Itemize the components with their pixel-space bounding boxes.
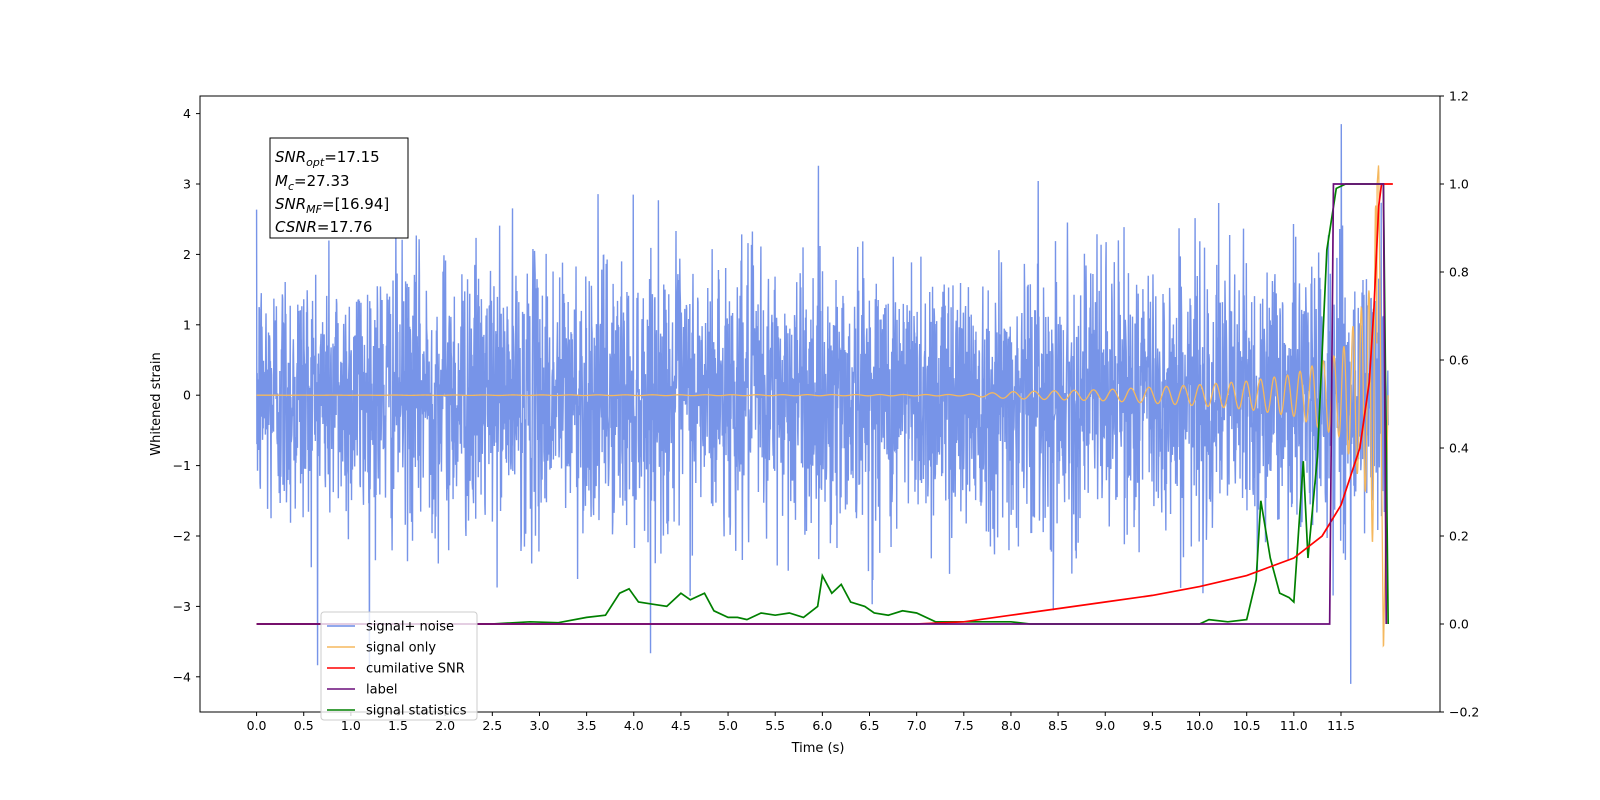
y-tick-label: −4	[173, 669, 191, 684]
x-tick-label: 11.5	[1327, 718, 1355, 733]
snr-opt-value: =17.15	[324, 148, 380, 166]
x-tick-label: 2.0	[435, 718, 455, 733]
legend-label: cumilative SNR	[366, 662, 465, 677]
x-tick-label: 1.5	[388, 718, 408, 733]
svg-text:SNRopt=17.15: SNRopt=17.15	[275, 148, 380, 169]
mc-value: =27.33	[294, 172, 350, 190]
y-tick-label: 4	[183, 106, 191, 121]
x-tick-label: 6.0	[812, 718, 832, 733]
snr-mf-value: =[16.94]	[322, 195, 389, 213]
x-axis-label: Time (s)	[791, 741, 845, 756]
x-tick-label: 8.0	[1001, 718, 1021, 733]
stats-annotation: SNRopt=17.15 Mc=27.33 SNRMF=[16.94] CSNR…	[269, 137, 409, 239]
x-tick-label: 8.5	[1048, 718, 1068, 733]
series-cumulative-snr-line	[256, 183, 1393, 625]
plot-frame	[199, 95, 1441, 713]
y2-tick-label: 0.0	[1449, 617, 1469, 632]
x-tick-label: 3.0	[530, 718, 550, 733]
x-tick-label: 0.0	[247, 718, 267, 733]
legend-label: signal only	[366, 641, 436, 656]
series-signal-statistics-line	[256, 183, 1389, 625]
y-tick-label: −2	[173, 529, 191, 544]
svg-text:SNRMF=[16.94]: SNRMF=[16.94]	[275, 195, 389, 216]
y2-tick-label: 1.0	[1449, 177, 1469, 192]
x-tick-label: 11.0	[1280, 718, 1308, 733]
x-tick-label: 9.5	[1142, 718, 1162, 733]
x-tick-label: 10.5	[1233, 718, 1261, 733]
y-tick-label: 0	[183, 388, 191, 403]
y2-tick-label: −0.2	[1449, 705, 1479, 720]
legend-label: signal+ noise	[366, 620, 454, 635]
x-tick-label: 4.0	[624, 718, 644, 733]
legend-label: label	[366, 683, 397, 698]
series-signal-only-line	[256, 165, 1389, 648]
y-tick-label: 1	[183, 317, 191, 332]
x-tick-label: 5.5	[765, 718, 785, 733]
svg-text:Mc=27.33: Mc=27.33	[275, 172, 350, 193]
x-tick-label: 1.0	[341, 718, 361, 733]
legend-label: signal statistics	[366, 704, 467, 719]
y-tick-label: 2	[183, 247, 191, 262]
y2-tick-label: 0.4	[1449, 441, 1469, 456]
y2-tick-label: 0.8	[1449, 265, 1469, 280]
y-axis-label: Whitened strain	[149, 352, 164, 455]
x-tick-label: 4.5	[671, 718, 691, 733]
y2-tick-label: 0.2	[1449, 529, 1469, 544]
x-tick-label: 3.5	[577, 718, 597, 733]
x-tick-label: 5.0	[718, 718, 738, 733]
x-tick-label: 9.0	[1095, 718, 1115, 733]
x-tick-label: 2.5	[482, 718, 502, 733]
y-tick-label: −3	[173, 599, 191, 614]
x-tick-label: 10.0	[1186, 718, 1214, 733]
csnr-value: =17.76	[317, 218, 373, 236]
x-tick-label: 0.5	[294, 718, 314, 733]
series-label-line	[256, 183, 1388, 625]
series-signal-noise-line	[255, 124, 1389, 684]
y2-tick-label: 0.6	[1449, 353, 1469, 368]
legend: signal+ noise signal only cumilative SNR la…	[320, 611, 478, 721]
y2-tick-label: 1.2	[1449, 89, 1469, 104]
svg-text:CSNR=17.76: CSNR=17.76	[275, 218, 372, 236]
x-tick-label: 7.5	[954, 718, 974, 733]
y-tick-label: −1	[173, 458, 191, 473]
x-tick-label: 6.5	[860, 718, 880, 733]
x-tick-label: 7.0	[907, 718, 927, 733]
y-tick-label: 3	[183, 177, 191, 192]
